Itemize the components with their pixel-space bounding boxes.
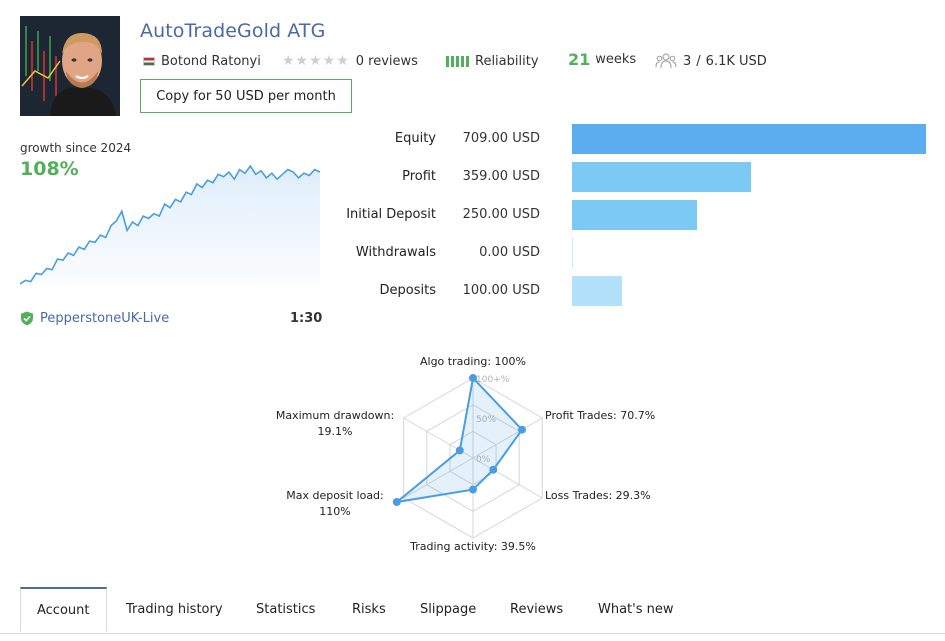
reviews-count[interactable]: 0 reviews: [355, 53, 418, 69]
stat-value-initial-deposit: 250.00 USD: [462, 207, 540, 222]
growth-area: [20, 166, 320, 286]
radar-label-5: Maximum drawdown: 19.1%: [270, 408, 400, 440]
radar-label-4: Max deposit load: 110%: [270, 488, 400, 520]
tab-reviews[interactable]: Reviews: [510, 602, 564, 617]
stat-value-equity: 709.00 USD: [462, 131, 540, 146]
tab-risks[interactable]: Risks: [352, 602, 386, 617]
subscribers-funds: 6.1K USD: [705, 53, 767, 69]
broker-name[interactable]: PepperstoneUK-Live: [40, 311, 170, 326]
author-name[interactable]: Botond Ratonyi: [161, 53, 261, 69]
radar-grid-ring-2: [426, 404, 520, 512]
radar-point-1: [518, 425, 526, 434]
stat-bar-deposits[interactable]: [572, 276, 622, 306]
author-block[interactable]: Botond Ratonyi: [143, 52, 261, 70]
weeks-block: 21 weeks: [568, 49, 637, 69]
rating-stars-icon: ★★★★★: [282, 53, 350, 69]
stat-label-withdrawals: Withdrawals: [355, 245, 436, 260]
growth-line: [20, 164, 321, 285]
subscribers-icon: [655, 53, 677, 69]
stat-label-profit: Profit: [402, 169, 436, 184]
radar-axis-4: [403, 457, 474, 499]
reliability-label: Reliability: [475, 53, 539, 69]
radar-label-text: Profit Trades: 70.7%: [545, 409, 656, 422]
stat-bar-withdrawals[interactable]: [572, 238, 573, 268]
radar-data-area: [393, 375, 524, 504]
page-title[interactable]: AutoTradeGold ATG: [140, 20, 326, 42]
radar-label-text: Max deposit load:: [286, 489, 384, 502]
radar-axis-2: [472, 457, 543, 499]
reliability-bars-icon: [446, 55, 469, 67]
radar-label-2: Loss Trades: 29.3%: [545, 488, 685, 504]
radar-label-text: Loss Trades: 29.3%: [545, 489, 651, 502]
reviews-block[interactable]: ★★★★★ 0 reviews: [282, 52, 418, 70]
stat-label-equity: Equity: [394, 131, 436, 146]
radar-point-3: [469, 485, 477, 494]
radar-grid-ring-1: [449, 430, 497, 486]
radar-scale-scale_50: 50%: [476, 415, 496, 425]
radar-label-value: 19.1%: [317, 425, 353, 438]
reliability-block[interactable]: Reliability: [446, 52, 539, 70]
stat-value-profit: 359.00 USD: [462, 169, 540, 184]
leverage-value: 1:30: [290, 311, 323, 326]
stat-bar-profit[interactable]: [572, 162, 752, 192]
radar-label-3: Trading activity: 39.5%: [398, 539, 548, 555]
tab-statistics[interactable]: Statistics: [256, 602, 316, 617]
radar-axis-5: [403, 417, 474, 459]
tab-what-s-new[interactable]: What's new: [598, 602, 674, 617]
subscribers-count: 3: [683, 53, 692, 69]
radar-label-0: Algo trading: 100%: [413, 354, 533, 370]
avatar[interactable]: [20, 16, 120, 116]
copy-subscribe-button[interactable]: Copy for 50 USD per month: [140, 79, 352, 113]
stat-value-withdrawals: 0.00 USD: [479, 245, 540, 260]
hungary-flag-icon: [143, 56, 155, 66]
radar-label-text: Algo trading: 100%: [419, 355, 526, 368]
radar-axis-1: [472, 417, 543, 459]
stat-bar-equity[interactable]: [572, 124, 926, 154]
weeks-count: 21: [568, 49, 591, 69]
radar-label-1: Profit Trades: 70.7%: [545, 408, 685, 424]
radar-scale-scale_0: 0%: [476, 455, 491, 465]
verified-shield-icon: [21, 311, 33, 326]
radar-grid-ring-3: [403, 377, 543, 539]
subscribers-block: 3 / 6.1K USD: [655, 52, 767, 70]
subscribers-separator: /: [696, 53, 701, 69]
radar-scale-scale_100: 100+%: [476, 375, 510, 385]
tab-slippage[interactable]: Slippage: [420, 602, 477, 617]
radar-point-5: [455, 446, 464, 455]
tab-bar: Account Trading history Statistics Risks Sli…: [0, 587, 945, 634]
stat-bar-initial-deposit[interactable]: [572, 200, 697, 230]
radar-label-text: Trading activity: 39.5%: [410, 540, 536, 553]
radar-label-text: Maximum drawdown:: [275, 409, 395, 422]
growth-label: growth since 2024: [20, 141, 132, 155]
avatar-image: [20, 16, 120, 116]
radar-point-0: [469, 374, 477, 382]
growth-value: 108%: [20, 158, 79, 180]
stat-label-deposits: Deposits: [379, 283, 436, 298]
broker-link[interactable]: PepperstoneUK-Live: [20, 311, 169, 326]
radar-point-2: [489, 465, 498, 474]
tab-trading-history[interactable]: Trading history: [126, 602, 223, 617]
radar-label-value: 110%: [319, 505, 351, 518]
weeks-label: weeks: [595, 51, 637, 67]
growth-chart[interactable]: [20, 160, 322, 286]
stat-value-deposits: 100.00 USD: [462, 283, 540, 298]
stat-label-initial-deposit: Initial Deposit: [346, 207, 436, 222]
tab-account[interactable]: Account: [20, 587, 107, 632]
